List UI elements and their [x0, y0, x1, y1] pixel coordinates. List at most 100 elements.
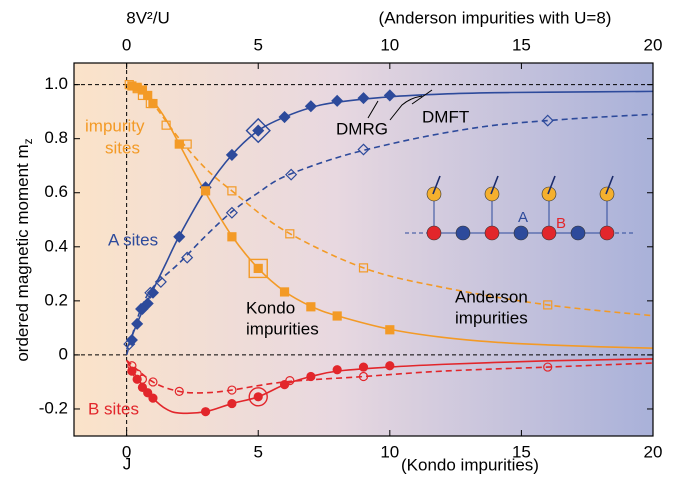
marker [145, 98, 155, 109]
marker [306, 371, 316, 382]
marker [227, 398, 237, 409]
inset-b-sites [426, 225, 615, 241]
marker [358, 362, 369, 372]
marker [253, 263, 263, 274]
marker [137, 85, 148, 95]
marker [143, 388, 153, 398]
pointer [367, 89, 433, 121]
annotation: impurities [455, 308, 528, 327]
marker [383, 89, 396, 102]
annotation: A sites [108, 230, 158, 249]
annotation: DMFT [422, 107, 469, 126]
marker [253, 392, 263, 402]
marker [248, 258, 268, 279]
y-tick-label: 1.0 [44, 74, 68, 93]
marker [200, 186, 211, 196]
marker [161, 120, 171, 130]
marker [358, 371, 369, 382]
plot-area [74, 63, 654, 436]
marker [181, 251, 194, 264]
inset-bonds [433, 200, 608, 226]
y-axis-label-main: ordered magnetic moment m [13, 144, 32, 361]
marker [304, 100, 317, 113]
marker [332, 365, 342, 375]
marker [227, 232, 237, 242]
marker [144, 286, 157, 299]
y-axis-label: ordered magnetic moment mz [13, 138, 35, 361]
bottom-axis-label: J [123, 454, 132, 473]
marker [148, 377, 158, 387]
y-tick-label: 0.6 [44, 182, 68, 201]
marker [137, 374, 148, 384]
marker [541, 114, 554, 127]
inset: A B [405, 175, 636, 241]
y-tick-label: 0 [59, 344, 68, 363]
x2-tick-label: 5 [253, 35, 262, 54]
x-tick-label: 0 [122, 442, 131, 461]
marker [200, 407, 211, 417]
marker [285, 375, 295, 386]
annotation: Kondo [246, 298, 295, 317]
marker [306, 302, 316, 312]
marker [137, 90, 148, 101]
marker [543, 362, 553, 372]
marker [148, 98, 158, 109]
inset-label: B [556, 215, 566, 232]
curve [125, 113, 654, 356]
marker [225, 148, 238, 161]
x-tick-label: 15 [512, 442, 531, 461]
marker [285, 168, 298, 181]
bottom-axis-note: (Kondo impurities) [401, 455, 539, 474]
marker [174, 139, 184, 149]
marker [143, 90, 153, 101]
inset-impurities [426, 186, 615, 202]
marker [278, 111, 291, 124]
marker [245, 117, 271, 144]
marker [248, 387, 268, 407]
inset-spins [432, 175, 614, 195]
marker [174, 386, 184, 397]
marker [543, 300, 553, 310]
marker [279, 380, 290, 390]
y-tick-label: 0.4 [44, 236, 68, 255]
annotation: impurities [246, 319, 319, 338]
marker [225, 206, 238, 219]
marker [135, 302, 148, 316]
x2-tick-label: 10 [380, 35, 399, 54]
annotation: sites [105, 138, 140, 157]
annotation: DMRG [336, 119, 388, 138]
marker [182, 139, 192, 149]
x-tick-label: 20 [644, 442, 663, 461]
x2-tick-label: 20 [644, 35, 663, 54]
marker [331, 94, 344, 107]
y-axis-label-sub: z [21, 138, 35, 144]
marker [227, 385, 237, 395]
marker [252, 124, 265, 137]
marker [385, 325, 395, 335]
x-tick-label: 10 [380, 442, 399, 461]
x-tick-label: 5 [253, 442, 262, 461]
annotation: B sites [88, 399, 139, 418]
annotations: impurity sites A sites B sites Kondo imp… [85, 89, 528, 418]
y-tick-label: 0.2 [44, 290, 68, 309]
marker [141, 297, 154, 310]
marker [357, 92, 370, 105]
marker [227, 186, 237, 196]
marker [132, 369, 142, 379]
marker [123, 338, 136, 351]
curve [125, 90, 654, 350]
top-axis-note: (Anderson impurities with U=8) [379, 8, 612, 27]
x2-tick-label: 0 [122, 35, 131, 54]
curve [126, 359, 654, 394]
annotation: impurity [85, 116, 145, 135]
marker [125, 333, 138, 347]
marker [279, 287, 290, 297]
inset-label: A [518, 209, 528, 226]
top-axis-label: 8V²/U [126, 8, 169, 27]
marker [131, 317, 144, 330]
marker [357, 143, 370, 156]
marker [154, 275, 167, 288]
plot-frame [73, 62, 654, 437]
x2-tick-label: 15 [512, 35, 531, 54]
